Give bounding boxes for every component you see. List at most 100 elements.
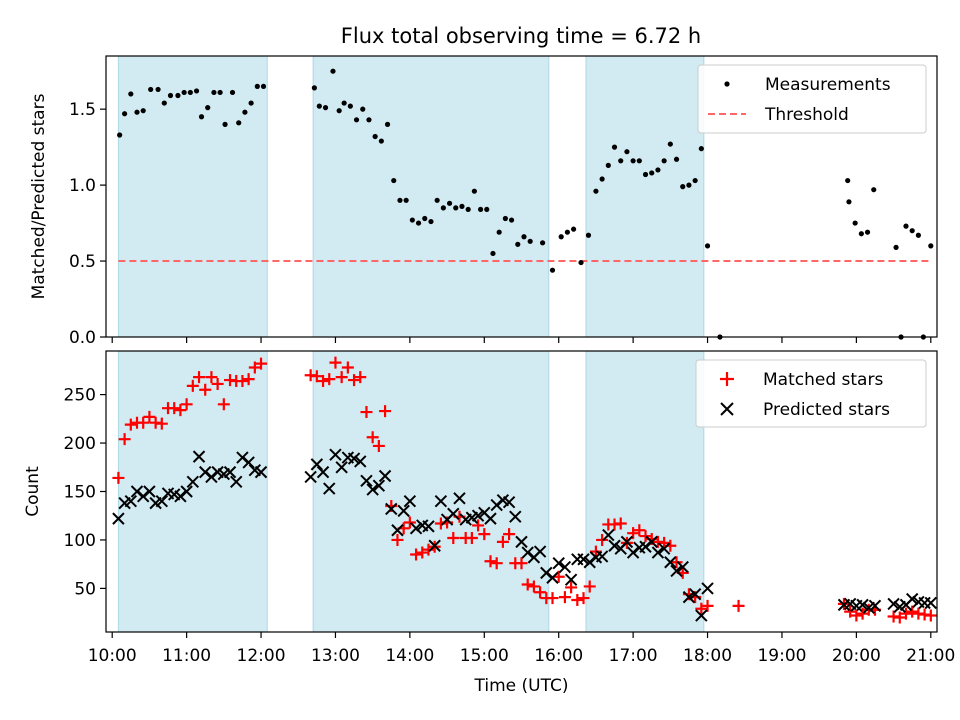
predicted-star-marker (453, 492, 466, 505)
measurement-point (570, 226, 577, 232)
measurement-point (134, 109, 140, 115)
matched-star-marker (906, 605, 919, 618)
measurement-point (599, 176, 605, 182)
measurement-point (845, 177, 851, 184)
measurement-point (372, 133, 378, 140)
measurement-point (440, 205, 446, 211)
matched-star-marker (893, 611, 906, 624)
predicted-star-marker (323, 482, 336, 495)
measurement-point (140, 108, 146, 114)
measurement-point (211, 89, 217, 96)
ratio-x-tick-marks (111, 337, 932, 343)
matched-star-marker (143, 410, 156, 423)
matched-star-marker (372, 439, 385, 452)
matched-star-marker (137, 416, 150, 429)
matched-star-marker (546, 592, 559, 605)
matched-star-marker (732, 599, 745, 612)
matched-star-marker (205, 371, 218, 384)
matched-star-marker (422, 543, 435, 556)
x-tick-label: 20:00 (832, 646, 881, 666)
count-y-axis: 50 100 150 200 250 (64, 386, 106, 599)
predicted-stars-points (112, 448, 938, 622)
measurement-point (248, 100, 254, 106)
measurement-point (564, 229, 570, 235)
measurement-point (698, 146, 704, 152)
x-tick-label: 18:00 (683, 646, 732, 666)
matched-star-marker (490, 557, 503, 570)
predicted-star-marker (223, 465, 237, 479)
measurement-point (260, 83, 267, 89)
measurement-point (117, 132, 123, 138)
matched-star-marker (168, 402, 181, 415)
predicted-star-marker (695, 609, 708, 622)
measurement-point (549, 267, 556, 273)
predicted-star-marker (595, 550, 609, 563)
measurement-point (366, 117, 372, 123)
measurement-point (858, 231, 864, 237)
matched-star-marker (335, 371, 348, 384)
measurement-point (446, 200, 453, 206)
measurement-point (322, 105, 329, 111)
predicted-star-marker (112, 512, 125, 525)
matched-star-marker (521, 578, 534, 591)
legend-predicted-marker (720, 402, 734, 416)
y-tick-label: 150 (64, 483, 96, 503)
predicted-star-marker (372, 479, 386, 492)
measurement-point (605, 162, 611, 168)
measurement-points (117, 68, 934, 340)
matched-star-marker (527, 580, 540, 593)
measurement-point (704, 243, 711, 249)
measurement-point (915, 232, 921, 238)
predicted-star-marker (676, 560, 689, 574)
measurement-point (198, 114, 205, 120)
predicted-star-marker (310, 458, 324, 471)
predicted-star-marker (664, 556, 677, 569)
measurement-point (236, 120, 242, 126)
ratio-legend: Measurements Threshold (697, 64, 927, 134)
matched-star-marker (124, 418, 137, 431)
measurement-point (384, 121, 391, 127)
predicted-star-marker (868, 599, 882, 613)
matched-star-marker (639, 530, 652, 543)
predicted-star-marker (155, 494, 169, 508)
measurement-point (539, 240, 546, 246)
measurement-point (515, 241, 521, 247)
figure-title: Flux total observing time = 6.72 h (341, 24, 701, 48)
measurement-point (864, 229, 871, 235)
predicted-star-marker (397, 504, 410, 518)
matched-star-marker (478, 528, 491, 541)
measurement-point (181, 89, 187, 96)
matched-star-marker (118, 433, 131, 446)
measurement-point (692, 177, 698, 184)
matched-star-marker (341, 361, 354, 374)
matched-star-marker (310, 370, 323, 383)
predicted-star-marker (304, 470, 317, 484)
measurement-point (148, 86, 154, 93)
matched-star-marker (633, 524, 646, 537)
matched-star-marker (155, 417, 168, 430)
measurement-point (175, 92, 181, 99)
measurement-point (655, 167, 661, 173)
measurement-point (558, 234, 564, 240)
ratio-shaded-intervals (117, 55, 705, 338)
matched-star-marker (186, 379, 199, 392)
predicted-star-marker (688, 588, 702, 601)
measurement-point (422, 215, 428, 222)
matched-star-marker (354, 371, 367, 384)
measurement-point (673, 156, 680, 162)
x-tick-label: 10:00 (88, 646, 137, 666)
count-legend: Matched stars Predicted stars (695, 359, 927, 428)
predicted-star-marker (670, 564, 683, 578)
matched-star-marker (850, 609, 863, 622)
matched-star-marker (899, 607, 912, 620)
x-tick-label: 14:00 (385, 646, 434, 666)
x-tick-label: 12:00 (237, 646, 286, 666)
ratio-panel: 0.0 0.5 1.0 1.5 Matched/Predicted stars Mea… (29, 55, 938, 348)
measurement-point (893, 244, 899, 250)
count-panel: 50 100 150 200 250 10:00 11:00 12:00 13:00 14:00… (23, 350, 955, 696)
matched-star-marker (360, 406, 373, 419)
predicted-star-marker (657, 542, 671, 555)
matched-star-marker (571, 594, 584, 607)
measurement-point (187, 89, 193, 96)
x-tick-label: 19:00 (757, 646, 806, 666)
